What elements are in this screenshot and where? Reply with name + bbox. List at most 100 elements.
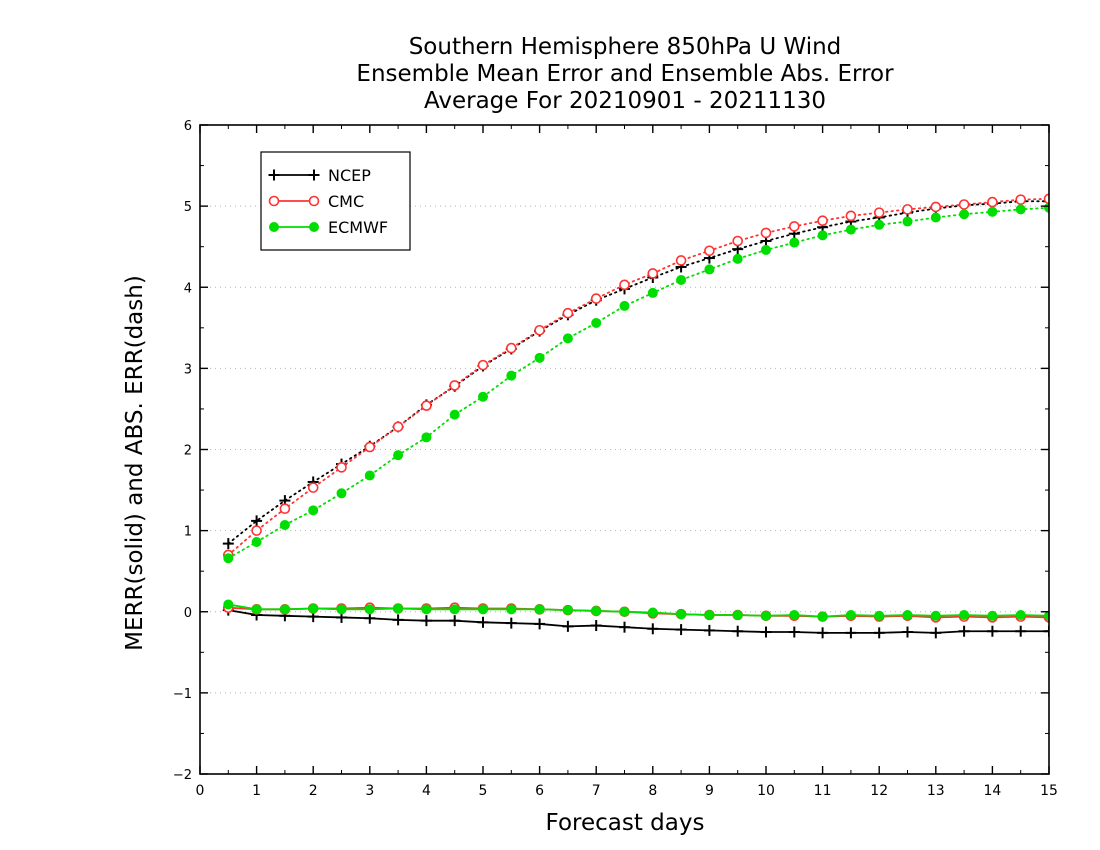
title-line-1: Southern Hemisphere 850hPa U Wind (408, 34, 842, 60)
grid-lines (200, 205, 1049, 694)
x-tick-label: 11 (814, 783, 832, 799)
y-tick-label: −2 (173, 768, 192, 783)
point-ecmwf-abs-error (506, 370, 517, 381)
point-cmc-abs-error (760, 227, 772, 239)
point-ecmwf-abs-error (987, 206, 998, 217)
point-ecmwf-mean-error (251, 604, 262, 615)
x-tick-label: 13 (927, 783, 945, 799)
point-ecmwf-mean-error (421, 604, 432, 615)
point-ncep-mean-error (1015, 625, 1027, 637)
point-cmc-abs-error (364, 441, 376, 453)
point-ecmwf-abs-error (704, 264, 715, 275)
point-ecmwf-mean-error (761, 610, 771, 621)
point-cmc-abs-error (477, 359, 489, 371)
y-tick-label: 4 (184, 281, 192, 296)
point-cmc-abs-error (449, 380, 461, 391)
point-ecmwf-abs-error (619, 300, 630, 311)
legend-marker-cmc (308, 195, 320, 207)
point-ncep-mean-error (703, 624, 715, 636)
legend-label-cmc: CMC (328, 192, 364, 211)
point-cmc-abs-error (1015, 194, 1027, 205)
point-ecmwf-abs-error (874, 219, 885, 230)
point-cmc-abs-error (590, 293, 602, 304)
point-cmc-abs-error (902, 204, 913, 215)
point-ncep-mean-error (562, 620, 574, 632)
point-ncep-mean-error (732, 625, 744, 637)
point-ecmwf-mean-error (506, 604, 517, 615)
point-ecmwf-mean-error (676, 609, 687, 620)
point-cmc-abs-error (1043, 193, 1049, 205)
point-cmc-abs-error (845, 210, 857, 222)
legend-marker-ecmwf (269, 222, 279, 232)
x-tick-label: 10 (757, 783, 775, 799)
point-ncep-mean-error (902, 626, 913, 638)
point-cmc-abs-error (534, 324, 545, 336)
x-tick-label: 9 (705, 783, 714, 799)
point-ecmwf-abs-error (223, 553, 234, 564)
point-ncep-mean-error (845, 627, 857, 639)
x-tick-label: 2 (309, 783, 318, 799)
point-ncep-mean-error (619, 621, 630, 633)
point-cmc-abs-error (987, 196, 998, 208)
x-axis-label: Forecast days (545, 810, 705, 836)
point-ecmwf-mean-error (959, 609, 970, 620)
point-cmc-abs-error (619, 279, 630, 291)
point-ecmwf-mean-error (591, 605, 602, 616)
point-ecmwf-mean-error (732, 609, 743, 620)
point-ecmwf-mean-error (619, 606, 630, 617)
x-tick-label: 14 (983, 783, 1001, 799)
point-ecmwf-abs-error (1015, 204, 1026, 215)
legend-item-cmc: CMC (268, 192, 364, 211)
legend: NCEP CMC ECMWF (260, 151, 411, 251)
y-tick-label: −1 (173, 687, 192, 702)
point-ecmwf-abs-error (591, 317, 602, 328)
y-tick-label: 6 (184, 119, 192, 134)
point-ecmwf-mean-error (817, 611, 828, 622)
x-tick-label: 12 (870, 783, 888, 799)
point-ncep-mean-error (392, 614, 404, 626)
point-ncep-mean-error (986, 625, 998, 637)
point-ecmwf-mean-error (364, 604, 375, 615)
point-ecmwf-mean-error (874, 610, 885, 621)
title-line-3: Average For 20210901 - 20211130 (423, 88, 827, 114)
point-ecmwf-abs-error (761, 244, 771, 255)
x-tick-label: 0 (196, 783, 205, 799)
point-ecmwf-mean-error (478, 604, 488, 615)
point-ecmwf-abs-error (308, 505, 319, 516)
point-ncep-mean-error (873, 627, 885, 639)
legend-marker-cmc (268, 195, 280, 207)
point-ecmwf-mean-error (279, 604, 290, 615)
legend-label-ncep: NCEP (328, 166, 371, 185)
point-ncep-abs-error (222, 538, 234, 550)
point-ecmwf-abs-error (930, 212, 941, 223)
point-ncep-mean-error (647, 623, 659, 635)
point-ncep-mean-error (817, 627, 829, 639)
point-ecmwf-mean-error (449, 604, 460, 615)
point-cmc-abs-error (817, 215, 828, 227)
point-cmc-abs-error (930, 201, 942, 213)
legend-marker-ncep (268, 169, 280, 181)
point-ecmwf-abs-error (251, 536, 262, 547)
point-cmc-abs-error (336, 462, 347, 473)
point-ecmwf-mean-error (393, 603, 404, 614)
point-ncep-mean-error (505, 617, 517, 629)
point-ecmwf-mean-error (223, 599, 234, 610)
title-line-2: Ensemble Mean Error and Ensemble Abs. Er… (356, 61, 894, 87)
point-ncep-mean-error (958, 625, 970, 637)
point-ecmwf-abs-error (336, 488, 347, 499)
point-ecmwf-abs-error (478, 391, 488, 402)
point-ecmwf-mean-error (902, 609, 913, 620)
point-cmc-abs-error (704, 245, 715, 257)
x-tick-label: 7 (592, 783, 601, 799)
point-ecmwf-mean-error (562, 605, 573, 616)
point-cmc-abs-error (505, 342, 517, 354)
point-ecmwf-abs-error (789, 237, 800, 248)
x-tick-label: 1 (252, 783, 261, 799)
point-ecmwf-abs-error (732, 253, 743, 264)
series-ncep-mean-error-line (228, 609, 1049, 634)
point-ncep-mean-error (930, 627, 942, 639)
point-ecmwf-mean-error (336, 604, 347, 615)
point-ecmwf-mean-error (930, 610, 941, 621)
